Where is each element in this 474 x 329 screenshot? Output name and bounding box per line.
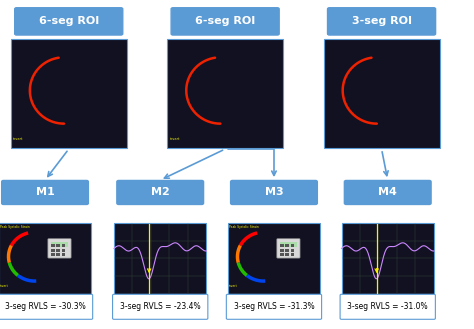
FancyBboxPatch shape (344, 180, 431, 205)
Text: 6-seg ROI: 6-seg ROI (195, 16, 255, 26)
Text: invert: invert (0, 284, 9, 288)
FancyBboxPatch shape (114, 223, 206, 293)
FancyBboxPatch shape (51, 244, 55, 247)
FancyBboxPatch shape (48, 239, 71, 258)
Text: M2: M2 (151, 188, 170, 197)
FancyBboxPatch shape (285, 253, 289, 256)
FancyBboxPatch shape (328, 8, 436, 35)
FancyBboxPatch shape (171, 8, 279, 35)
FancyBboxPatch shape (62, 249, 65, 251)
FancyBboxPatch shape (230, 180, 318, 205)
FancyBboxPatch shape (51, 249, 55, 251)
FancyBboxPatch shape (62, 244, 65, 247)
FancyBboxPatch shape (51, 241, 68, 247)
Text: invert: invert (13, 137, 24, 141)
Text: 3-seg RVLS = -31.3%: 3-seg RVLS = -31.3% (234, 302, 314, 311)
FancyBboxPatch shape (285, 249, 289, 251)
FancyBboxPatch shape (226, 294, 321, 319)
FancyBboxPatch shape (10, 39, 127, 148)
FancyBboxPatch shape (280, 241, 297, 247)
Text: Peak Systolic Strain: Peak Systolic Strain (0, 225, 30, 229)
FancyBboxPatch shape (56, 249, 60, 251)
Text: Peak Systolic Strain: Peak Systolic Strain (229, 225, 259, 229)
Text: M1: M1 (36, 188, 55, 197)
FancyBboxPatch shape (280, 253, 284, 256)
FancyBboxPatch shape (2, 180, 88, 205)
FancyBboxPatch shape (341, 223, 434, 293)
Text: 3-seg RVLS = -23.4%: 3-seg RVLS = -23.4% (120, 302, 201, 311)
FancyBboxPatch shape (117, 180, 204, 205)
FancyBboxPatch shape (324, 39, 440, 148)
FancyBboxPatch shape (228, 223, 320, 293)
FancyBboxPatch shape (280, 249, 284, 251)
Text: invert: invert (229, 284, 238, 288)
FancyBboxPatch shape (56, 253, 60, 256)
FancyBboxPatch shape (280, 244, 284, 247)
FancyBboxPatch shape (51, 253, 55, 256)
FancyBboxPatch shape (277, 239, 300, 258)
Text: 3-seg RVLS = -31.0%: 3-seg RVLS = -31.0% (347, 302, 428, 311)
FancyBboxPatch shape (285, 244, 289, 247)
FancyBboxPatch shape (291, 249, 294, 251)
Text: invert: invert (169, 137, 180, 141)
FancyBboxPatch shape (0, 223, 91, 293)
FancyBboxPatch shape (15, 8, 123, 35)
Text: 3-seg ROI: 3-seg ROI (352, 16, 411, 26)
FancyBboxPatch shape (0, 294, 92, 319)
FancyBboxPatch shape (62, 253, 65, 256)
Text: M4: M4 (378, 188, 397, 197)
FancyBboxPatch shape (291, 244, 294, 247)
FancyBboxPatch shape (291, 253, 294, 256)
FancyBboxPatch shape (167, 39, 283, 148)
Text: 6-seg ROI: 6-seg ROI (38, 16, 99, 26)
FancyBboxPatch shape (340, 294, 435, 319)
FancyBboxPatch shape (56, 244, 60, 247)
Text: M3: M3 (264, 188, 283, 197)
FancyBboxPatch shape (113, 294, 208, 319)
Text: 3-seg RVLS = -30.3%: 3-seg RVLS = -30.3% (5, 302, 85, 311)
